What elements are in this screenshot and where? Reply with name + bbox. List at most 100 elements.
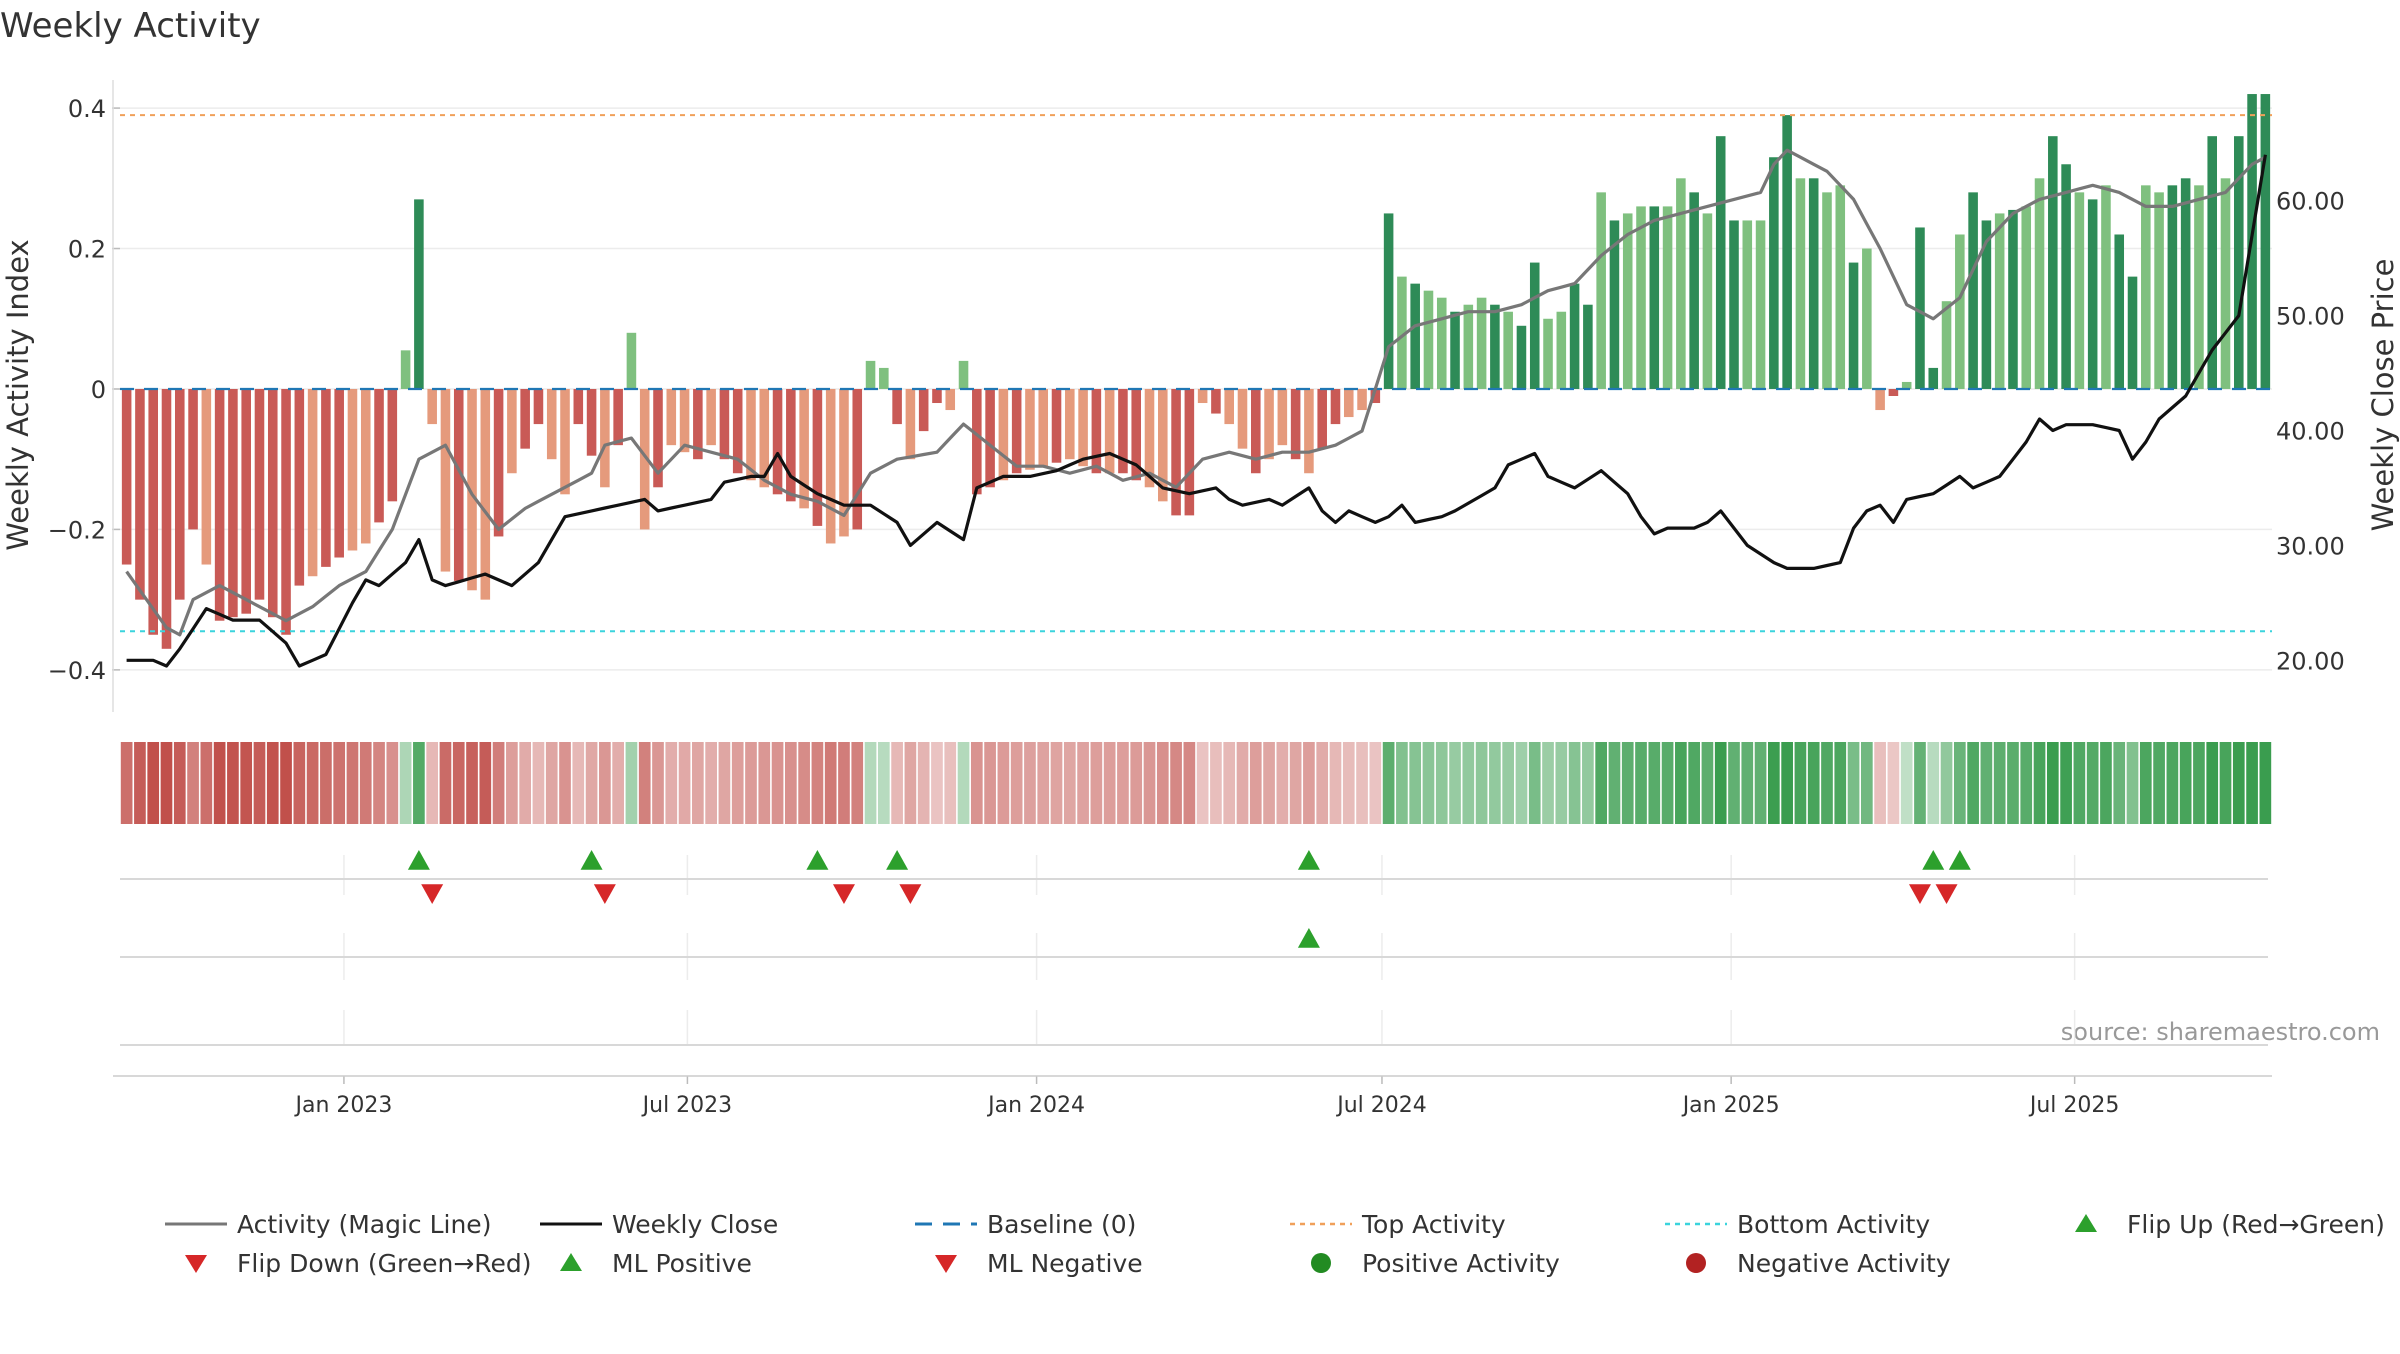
heat-cell [612, 742, 624, 824]
activity-bar [2194, 185, 2204, 389]
activity-bar [1290, 388, 1301, 460]
heat-cell [2100, 742, 2112, 824]
activity-bar [267, 388, 278, 618]
heat-cell [2020, 742, 2033, 824]
heat-cell [1170, 742, 1182, 824]
heat-cell [811, 742, 824, 824]
activity-bar [1782, 115, 1792, 389]
heat-cell [1714, 742, 1727, 824]
activity-bar [1104, 388, 1115, 474]
heat-cell [1382, 742, 1395, 824]
heat-cell [970, 742, 983, 824]
activity-bar [1862, 248, 1872, 389]
activity-bar [480, 388, 491, 600]
heat-cell [359, 742, 372, 824]
activity-bar [2048, 136, 2058, 389]
legend-label: Flip Up (Red→Green) [2127, 1210, 2385, 1239]
heat-cell [1223, 742, 1236, 824]
legend-item: Bottom Activity [1665, 1210, 1930, 1239]
heat-cell [1648, 742, 1661, 824]
activity-bar [1583, 304, 1593, 389]
activity-bar [972, 388, 982, 495]
activity-bar [1742, 220, 1753, 389]
left-axis-label: Weekly Activity Index [1, 239, 35, 550]
heat-cell [1263, 742, 1275, 824]
heat-cell [1701, 742, 1714, 824]
heat-cell [771, 742, 784, 824]
heat-cell [306, 742, 319, 824]
activity-bar [1463, 304, 1474, 389]
activity-bar [188, 388, 198, 530]
legend-item: Flip Up (Red→Green) [2075, 1210, 2385, 1239]
activity-bar [2008, 209, 2018, 389]
heat-cell [1396, 742, 1408, 824]
activity-bar [1370, 388, 1381, 404]
activity-bar [1078, 388, 1088, 467]
activity-bar [1490, 304, 1500, 389]
heat-cell [1940, 742, 1953, 824]
heat-cell [2179, 742, 2192, 824]
heat-cell [1542, 742, 1554, 824]
activity-bar [347, 388, 358, 551]
heat-cell [1834, 742, 1847, 824]
activity-bar [533, 388, 544, 425]
heat-cell [2232, 742, 2245, 824]
activity-bar [2220, 178, 2231, 389]
legend-label: Weekly Close [612, 1210, 778, 1239]
heat-cell [1927, 742, 1940, 824]
activity-bar [626, 332, 637, 389]
activity-bar [1436, 297, 1447, 389]
activity-bar [2207, 136, 2218, 389]
activity-bar [281, 388, 291, 635]
activity-bar [905, 388, 916, 460]
flip-up-marker [1948, 850, 1971, 870]
heat-cell [213, 742, 226, 824]
activity-bar [2114, 234, 2125, 389]
heat-cell [1967, 742, 1979, 824]
heat-cell [1953, 742, 1966, 824]
heat-cell [1595, 742, 1608, 824]
activity-bar [1277, 388, 1288, 446]
legend-label: ML Positive [612, 1249, 752, 1278]
left-tick-label: −0.4 [48, 657, 106, 685]
legend-label: Bottom Activity [1737, 1210, 1930, 1239]
activity-bar [1915, 227, 1925, 389]
legend-label: Negative Activity [1737, 1249, 1951, 1278]
heat-cell [439, 742, 452, 824]
x-tick-label: Jan 2025 [1681, 1093, 1780, 1118]
activity-bar [161, 388, 172, 649]
activity-bar [1689, 192, 1699, 389]
heat-cell [1821, 742, 1833, 824]
heat-cell [173, 742, 186, 824]
activity-bar [1715, 136, 1726, 389]
heat-cell [1754, 742, 1767, 824]
right-tick-label: 30.00 [2276, 532, 2345, 560]
heat-cell [1156, 742, 1169, 824]
heat-cell [1077, 742, 1089, 824]
heat-cell [917, 742, 930, 824]
heat-cell [1568, 742, 1581, 824]
heat-cell [705, 742, 717, 824]
legend-item: ML Positive [560, 1249, 752, 1278]
flip-up-marker [1297, 850, 1320, 870]
heat-cell [293, 742, 306, 824]
heat-cell [1024, 742, 1036, 824]
activity-bar [1224, 388, 1234, 425]
activity-bar [560, 388, 570, 495]
heat-cell [1289, 742, 1302, 824]
heat-cell [2033, 742, 2046, 824]
heat-cell [718, 742, 731, 824]
heat-cell [585, 742, 598, 824]
heat-cell [1515, 742, 1528, 824]
heat-cell [134, 742, 146, 824]
activity-bar [1011, 388, 1022, 474]
activity-bar [467, 388, 477, 591]
heat-cell [1781, 742, 1793, 824]
flip-up-marker [806, 850, 829, 870]
heat-cell [731, 742, 744, 824]
activity-bar [1051, 388, 1062, 463]
activity-bar [1702, 213, 1713, 389]
legend-item: Weekly Close [540, 1210, 778, 1239]
